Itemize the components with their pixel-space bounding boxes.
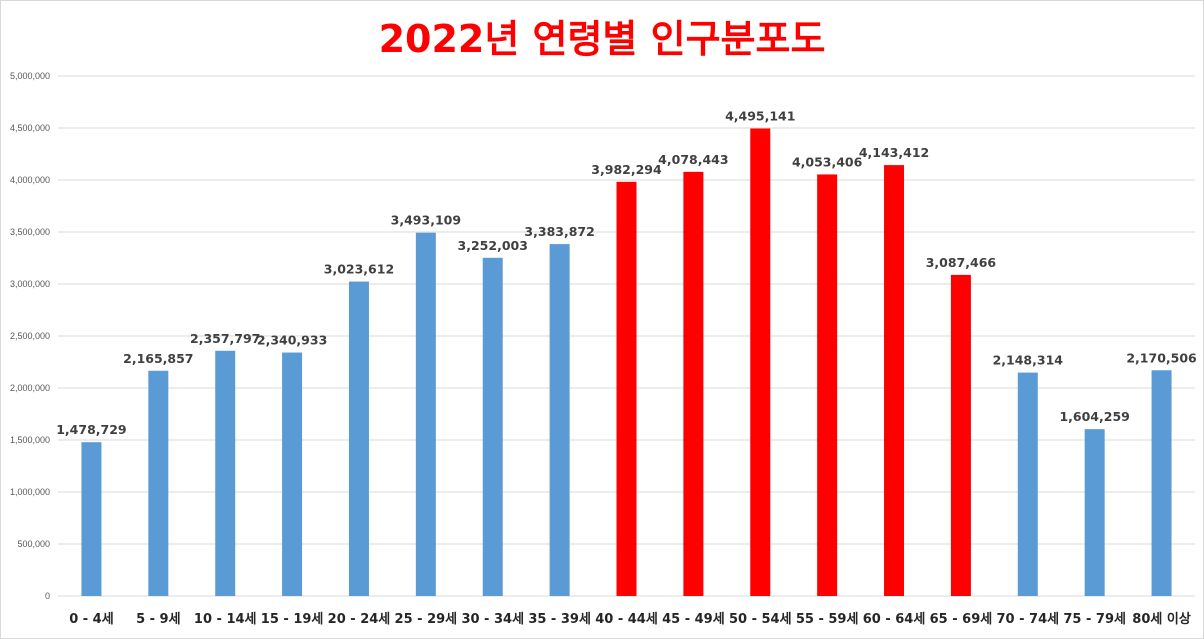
y-tick-label: 3,500,000: [10, 227, 50, 237]
data-label: 4,495,141: [725, 109, 795, 124]
data-label: 1,604,259: [1059, 409, 1129, 424]
x-tick-label: 10 - 14세: [194, 612, 257, 627]
bar: [750, 128, 771, 596]
y-tick-label: 1,000,000: [10, 487, 50, 497]
bar: [482, 257, 503, 596]
x-tick-label: 20 - 24세: [328, 612, 391, 627]
x-tick-label: 45 - 49세: [662, 612, 725, 627]
y-tick-label: 2,000,000: [10, 383, 50, 393]
x-tick-label: 80세 이상: [1132, 611, 1191, 627]
data-label: 3,982,294: [591, 162, 662, 177]
x-tick-label: 65 - 69세: [930, 612, 993, 627]
y-tick-label: 4,500,000: [10, 123, 50, 133]
gridlines: [58, 75, 1195, 597]
data-label: 4,053,406: [792, 154, 863, 169]
chart-title: 2022년 연령별 인구분포도: [379, 17, 826, 61]
bar: [683, 171, 704, 597]
bar: [348, 281, 369, 596]
bar: [549, 244, 570, 596]
data-label: 4,078,443: [658, 152, 728, 167]
data-label: 3,493,109: [391, 213, 461, 228]
bar: [148, 370, 169, 596]
y-tick-label: 500,000: [17, 539, 50, 549]
y-tick-label: 2,500,000: [10, 331, 50, 341]
y-tick-label: 4,000,000: [10, 175, 50, 185]
data-label: 3,087,466: [926, 255, 997, 270]
bar: [282, 352, 303, 596]
data-label: 2,148,314: [993, 353, 1064, 368]
x-tick-label: 40 - 44세: [595, 612, 658, 627]
x-tick-label: 5 - 9세: [136, 612, 181, 627]
bar: [215, 350, 236, 596]
data-label: 4,143,412: [859, 145, 929, 160]
bar: [1084, 429, 1105, 596]
x-tick-label: 70 - 74세: [996, 612, 1059, 627]
x-tick-label: 0 - 4세: [69, 612, 114, 627]
x-tick-label: 75 - 79세: [1063, 612, 1126, 627]
bar: [1151, 370, 1172, 596]
x-tick-label: 15 - 19세: [261, 612, 324, 627]
data-label: 3,383,872: [524, 224, 594, 239]
y-axis: 0 500,000 1,000,000 1,500,000 2,000,000 2,500…: [10, 71, 50, 601]
x-axis: 0 - 4세 5 - 9세 10 - 14세 15 - 19세 20 - 24세 25 -…: [69, 611, 1191, 627]
y-tick-label: 1,500,000: [10, 435, 50, 445]
bar: [81, 442, 102, 596]
data-label: 2,340,933: [257, 333, 327, 348]
y-tick-label: 0: [45, 591, 50, 601]
data-label: 2,165,857: [123, 351, 193, 366]
x-tick-label: 35 - 39세: [528, 612, 591, 627]
bar: [884, 165, 905, 597]
bar: [1017, 372, 1038, 596]
bar: [950, 274, 971, 596]
data-label: 1,478,729: [56, 422, 126, 437]
y-tick-label: 5,000,000: [10, 71, 50, 81]
x-tick-label: 50 - 54세: [729, 612, 792, 627]
x-tick-label: 30 - 34세: [461, 612, 524, 627]
x-tick-label: 60 - 64세: [863, 612, 926, 627]
bar: [616, 181, 637, 596]
data-label: 2,170,506: [1126, 350, 1197, 365]
bar: [415, 232, 436, 596]
x-tick-label: 25 - 29세: [395, 612, 458, 627]
y-tick-label: 3,000,000: [10, 279, 50, 289]
bar: [817, 174, 838, 596]
bars: [81, 128, 1172, 597]
x-tick-label: 55 - 59세: [796, 612, 859, 627]
data-label: 3,252,003: [458, 238, 528, 253]
data-label: 3,023,612: [324, 262, 394, 277]
data-label: 2,357,797: [190, 331, 260, 346]
